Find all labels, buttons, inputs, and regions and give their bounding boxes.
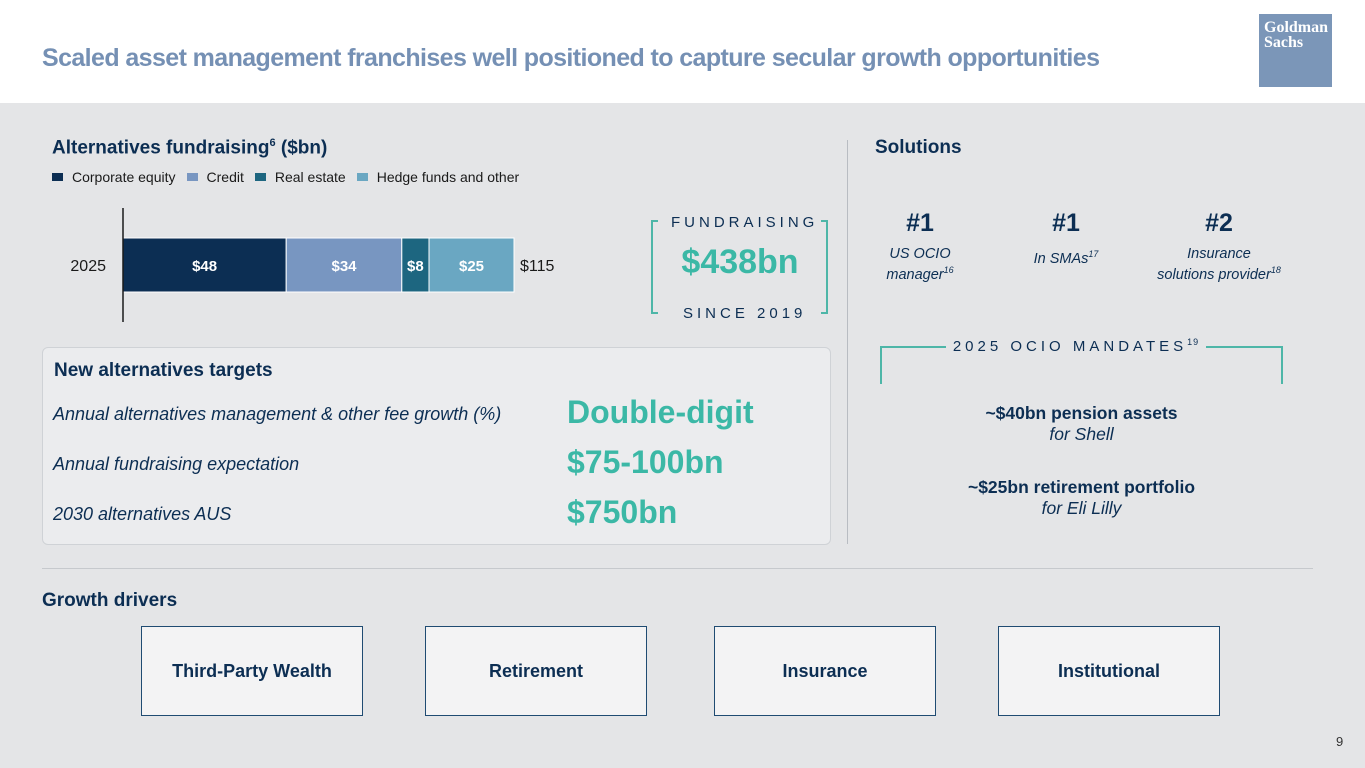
rank-desc-line2: manager [886,266,944,283]
legend-swatch [356,173,368,181]
alternatives-title-footnote: 6 [269,137,276,149]
legend-label: Corporate equity [72,169,176,185]
alternatives-title-unit: ($bn) [275,137,328,159]
horizontal-divider [42,568,1313,569]
data-label: $25 [459,258,484,275]
fundraising-bracket-right [821,220,828,314]
legend-swatch [186,173,198,181]
rank-insurance: #2 Insurance solutions provider18 [1134,209,1304,283]
alternatives-title-text: Alternatives fundraising [52,137,270,159]
ocio-mandates-label: 2025 OCIO MANDATES19 [946,337,1206,355]
driver-third-party-wealth: Third-Party Wealth [141,626,363,716]
rank-desc-line: In SMAs [1033,250,1089,267]
rank-description: In SMAs17 [991,246,1141,267]
bar-segment [285,237,403,293]
chart-legend: Corporate equity Credit Real estate Hedg… [52,169,519,185]
category-label: 2025 [70,258,106,275]
rank-description: US OCIO manager16 [845,246,995,283]
growth-drivers-title: Growth drivers [42,590,178,611]
target-label: 2030 alternatives AUS [53,504,232,524]
target-value: Double-digit [567,394,754,430]
alternatives-title: Alternatives fundraising6 ($bn) [52,137,327,159]
rank-desc-line1: US OCIO [889,246,951,262]
target-label: Annual alternatives management & other f… [53,404,502,424]
rank-description: Insurance solutions provider18 [1134,246,1304,283]
driver-retirement: Retirement [425,626,647,716]
mandate-client: for Shell [1049,424,1114,444]
target-label: Annual fundraising expectation [53,454,300,474]
solutions-title: Solutions [875,137,962,158]
mandate-eli-lilly: ~$25bn retirement portfolio for Eli Lill… [880,477,1283,519]
bar-segment [428,237,515,293]
mandate-shell: ~$40bn pension assets for Shell [880,403,1283,445]
logo-line1: Goldman [1264,19,1329,36]
rank-number: #2 [1205,209,1233,237]
rank-footnote: 18 [1270,265,1281,275]
legend-label: Credit [206,169,244,185]
rank-footnote: 16 [943,265,954,275]
mandate-amount: ~$25bn retirement portfolio [967,477,1196,497]
legend-item-real-estate: Real estate [254,169,346,185]
data-label: $8 [407,258,424,275]
logo-line2: Sachs [1264,34,1304,51]
legend-swatch [52,173,63,181]
driver-institutional: Institutional [998,626,1220,716]
ocio-footnote: 19 [1187,337,1200,347]
rank-smas: #1 In SMAs17 [991,209,1141,267]
goldman-sachs-logo: Goldman Sachs [1259,14,1332,87]
targets-panel: New alternatives targets Annual alternat… [42,347,831,545]
targets-title: New alternatives targets [54,360,273,381]
driver-insurance: Insurance [714,626,936,716]
legend-item-hedge-funds: Hedge funds and other [356,169,520,185]
rank-us-ocio: #1 US OCIO manager16 [845,209,995,283]
rank-desc-line2: solutions provider [1157,266,1271,283]
legend-item-credit: Credit [186,169,244,185]
legend-swatch [254,173,266,181]
total-label: $115 [520,258,555,275]
legend-item-corporate-equity: Corporate equity [52,169,176,185]
ocio-label-text: 2025 OCIO MANDATES [952,338,1188,355]
fundraising-value: $438bn [681,243,799,281]
target-value: $750bn [567,494,678,530]
rank-number: #1 [906,209,934,237]
page-title: Scaled asset management franchises well … [42,44,1100,72]
target-value: $75-100bn [567,444,724,480]
fundraising-bracket-left [651,220,658,314]
rank-desc-line1: Insurance [1187,246,1251,262]
data-label: $34 [331,258,357,275]
mandate-amount: ~$40bn pension assets [985,403,1178,423]
vertical-divider [847,140,848,544]
legend-label: Hedge funds and other [376,169,520,185]
mandate-client: for Eli Lilly [1041,498,1122,518]
data-label: $48 [192,258,217,275]
header: Scaled asset management franchises well … [0,0,1365,103]
page-number: 9 [1336,734,1344,749]
rank-number: #1 [1052,209,1080,237]
fundraising-bar-chart: 2025 $48 $34 $8 $25 $115 [70,208,555,322]
rank-footnote: 17 [1088,249,1099,259]
bar-segment [122,237,287,293]
fundraising-label: FUNDRAISING [671,214,819,231]
fundraising-since-label: SINCE 2019 [683,305,807,322]
legend-label: Real estate [274,169,346,185]
